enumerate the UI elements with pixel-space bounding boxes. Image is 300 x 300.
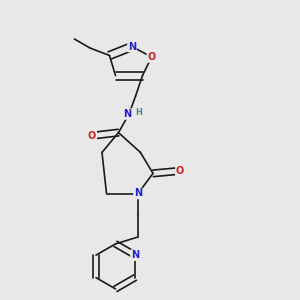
Text: N: N (123, 109, 132, 119)
Text: N: N (134, 188, 142, 199)
Text: H: H (136, 108, 142, 117)
Text: N: N (128, 41, 136, 52)
Text: N: N (131, 250, 139, 260)
Text: O: O (147, 52, 156, 62)
Text: O: O (88, 130, 96, 141)
Text: O: O (176, 166, 184, 176)
